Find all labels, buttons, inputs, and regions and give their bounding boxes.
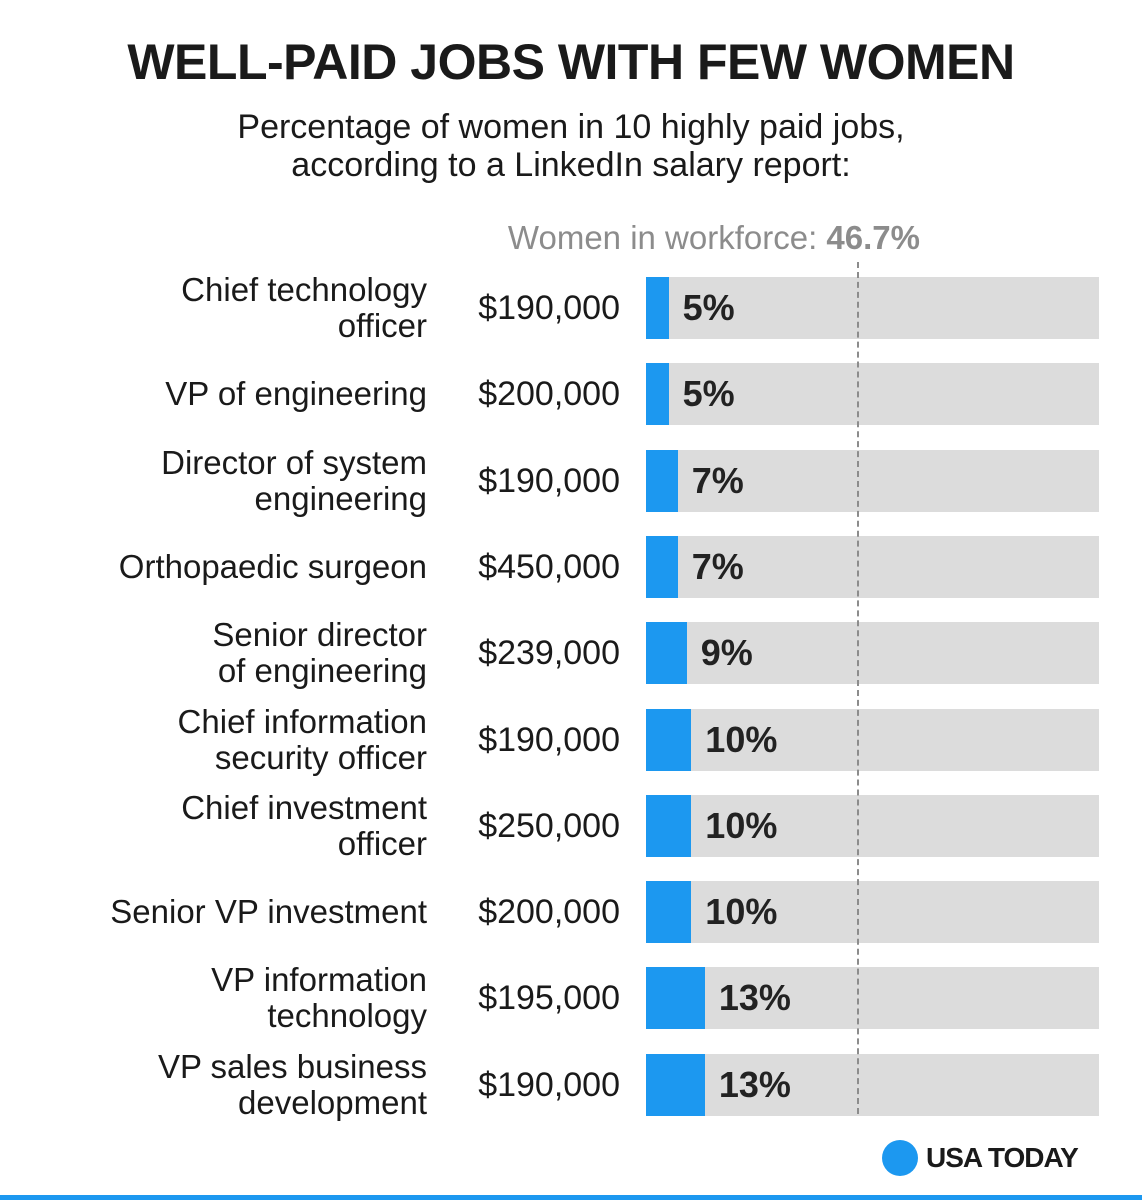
job-label-line: development <box>238 1083 427 1121</box>
bar <box>646 535 678 598</box>
job-label-line: engineering <box>254 479 427 517</box>
job-label: VP of engineering <box>7 376 427 412</box>
job-label-line: officer <box>337 307 427 344</box>
salary-label: $190,000 <box>478 1065 620 1104</box>
job-label-line: Director of system <box>161 443 427 481</box>
logo-dot-icon <box>882 1140 918 1176</box>
salary-label: $200,000 <box>478 893 620 932</box>
job-label: Senior director of engineering <box>7 617 427 689</box>
logo-text: USA TODAY <box>926 1142 1079 1173</box>
bar <box>646 794 692 857</box>
job-label-line: officer <box>337 824 427 862</box>
bar <box>646 1053 705 1116</box>
salary-label: $200,000 <box>478 375 620 414</box>
job-label-line: of engineering <box>217 652 427 690</box>
reference-label-value: 46.7% <box>826 219 920 256</box>
bar <box>646 449 678 512</box>
bar-value-label: 13% <box>718 1063 791 1105</box>
job-label-line: Chief technology <box>181 271 427 308</box>
chart-title: WELL-PAID JOBS WITH FEW WOMEN <box>127 34 1015 90</box>
usa-today-logo: USA TODAY <box>882 1140 1079 1176</box>
salary-label: $190,000 <box>478 720 620 759</box>
job-label: VP sales business development <box>7 1047 427 1121</box>
job-label-line: VP information <box>211 961 427 999</box>
bar-value-label: 7% <box>691 545 744 587</box>
salary-label: $190,000 <box>478 289 620 327</box>
bar-track <box>646 277 1099 339</box>
bar-row: Chief technology officer $190,000 5% <box>0 272 1142 344</box>
job-label: VP information technology <box>7 962 427 1034</box>
bar-track <box>646 708 1099 771</box>
bar-row: VP of engineering $200,000 5% <box>0 362 1142 426</box>
bar <box>646 881 692 944</box>
reference-label-text: Women in workforce: <box>507 219 818 256</box>
bar-row: VP information technology $195,000 13% <box>0 962 1142 1034</box>
bar-row: Senior VP investment $200,000 10% <box>0 880 1142 944</box>
bar-value-label: 10% <box>705 804 778 846</box>
bar-value-label: 9% <box>700 632 753 674</box>
workforce-reference-line <box>856 262 859 1114</box>
bar-track <box>646 1053 1099 1116</box>
job-label: Chief technology officer <box>7 272 427 344</box>
salary-label: $450,000 <box>478 547 620 586</box>
bar <box>646 277 669 339</box>
job-label-line: security officer <box>214 738 427 776</box>
job-label: Chief investment officer <box>7 788 427 862</box>
bar-value-label: 5% <box>682 373 735 415</box>
bar-row: Director of system engineering $190,000 7% <box>0 444 1142 516</box>
bar <box>646 708 692 771</box>
job-label: Chief information security officer <box>7 702 427 776</box>
job-label-line: technology <box>267 997 427 1035</box>
bar-track <box>646 363 1099 426</box>
job-label-line: Senior VP investment <box>110 893 427 931</box>
salary-label: $239,000 <box>478 634 620 673</box>
bar <box>646 363 669 426</box>
bar-row: VP sales business development $190,000 13% <box>0 1048 1142 1120</box>
subtitle-line-2: according to a LinkedIn salary report: <box>291 146 851 184</box>
bar-track <box>646 449 1099 512</box>
job-label-line: Chief information <box>177 702 427 740</box>
bar-value-label: 5% <box>682 287 735 328</box>
bar-track <box>646 535 1099 598</box>
salary-label: $250,000 <box>478 806 620 845</box>
job-label-line: Orthopaedic surgeon <box>118 547 427 585</box>
bar <box>646 967 705 1030</box>
bar-value-label: 10% <box>705 891 778 933</box>
reference-label: Women in workforce: 46.7% <box>508 218 920 258</box>
bar-row: Chief investment officer $250,000 10% <box>0 789 1142 861</box>
job-label: Senior VP investment <box>7 894 427 930</box>
bar <box>646 622 687 685</box>
bar-row: Orthopaedic surgeon $450,000 7% <box>0 535 1142 599</box>
bar-track <box>646 967 1099 1030</box>
salary-label: $195,000 <box>478 979 620 1018</box>
subtitle-line-1: Percentage of women in 10 highly paid jo… <box>237 108 905 146</box>
bar-value-label: 13% <box>718 977 791 1019</box>
bar-track <box>646 881 1099 944</box>
salary-label: $190,000 <box>478 461 620 500</box>
job-label-line: Senior director <box>212 616 427 654</box>
job-label: Orthopaedic surgeon <box>7 547 427 585</box>
bar-track <box>646 794 1099 857</box>
chart-subtitle: Percentage of women in 10 highly paid jo… <box>0 108 1142 184</box>
bottom-rule <box>0 1195 1142 1200</box>
job-label-line: VP of engineering <box>165 375 427 413</box>
bar-row: Chief information security officer $190,00… <box>0 703 1142 775</box>
job-label-line: Chief investment <box>181 788 427 826</box>
bar-row: Senior director of engineering $239,000 9% <box>0 617 1142 689</box>
bar-track <box>646 622 1099 685</box>
bar-value-label: 10% <box>705 718 778 760</box>
job-label: Director of system engineering <box>7 443 427 517</box>
bar-value-label: 7% <box>691 459 744 501</box>
job-label-line: VP sales business <box>157 1047 427 1085</box>
